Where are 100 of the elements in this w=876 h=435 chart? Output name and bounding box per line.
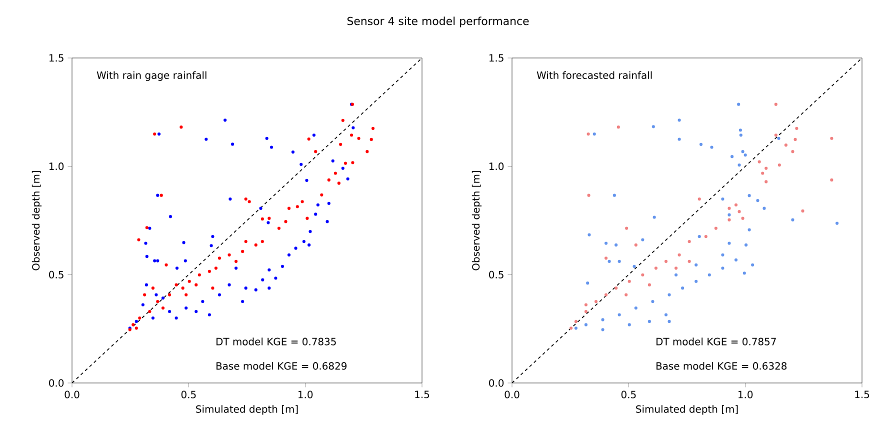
point xyxy=(314,150,318,154)
point xyxy=(138,316,142,320)
point xyxy=(614,286,618,290)
point xyxy=(160,194,163,197)
point xyxy=(791,218,794,222)
point xyxy=(164,263,168,266)
point xyxy=(668,293,671,296)
point xyxy=(584,303,588,306)
point xyxy=(835,222,839,225)
point xyxy=(143,293,146,296)
point xyxy=(357,136,360,140)
point xyxy=(708,273,711,276)
point xyxy=(260,217,264,221)
point xyxy=(741,216,744,220)
point xyxy=(604,256,608,260)
point xyxy=(584,323,588,326)
point xyxy=(228,253,231,256)
point xyxy=(574,326,578,330)
point xyxy=(211,286,214,290)
chart-title: Sensor 4 site model performance xyxy=(347,16,529,28)
point xyxy=(148,310,152,314)
point xyxy=(830,178,834,182)
point xyxy=(214,266,218,270)
point xyxy=(584,310,588,314)
x-tick-label: 1.0 xyxy=(738,390,753,398)
point xyxy=(830,136,834,140)
point xyxy=(218,256,222,260)
point xyxy=(366,150,369,154)
point xyxy=(801,209,804,212)
point xyxy=(624,293,628,296)
y-tick-label: 0.0 xyxy=(489,379,504,387)
point xyxy=(791,150,794,154)
y-tick-label: 0.5 xyxy=(49,270,64,278)
y-axis-title: Observed depth [m] xyxy=(32,170,42,270)
annotation: With forecasted rainfall xyxy=(536,71,652,79)
x-tick-label: 0.5 xyxy=(181,390,196,398)
point xyxy=(738,163,741,167)
point xyxy=(628,280,631,283)
y-tick-label: 1.0 xyxy=(489,162,504,170)
point xyxy=(134,326,138,330)
point xyxy=(694,280,698,283)
point xyxy=(688,240,691,244)
point xyxy=(674,266,678,270)
point xyxy=(728,242,731,245)
point xyxy=(634,243,638,247)
point xyxy=(244,197,248,201)
point xyxy=(742,272,746,275)
y-tick-label: 0.5 xyxy=(489,270,504,278)
point xyxy=(751,263,754,266)
point xyxy=(737,102,740,106)
point xyxy=(145,226,148,230)
point xyxy=(761,172,764,175)
point xyxy=(648,283,651,286)
x-tick-label: 0.5 xyxy=(621,390,636,398)
point xyxy=(234,260,238,263)
point xyxy=(587,194,590,197)
point xyxy=(744,243,748,247)
y-tick-label: 1.0 xyxy=(49,162,64,170)
point xyxy=(300,200,304,204)
point xyxy=(730,155,734,158)
point xyxy=(244,240,248,244)
x-tick-label: 1.0 xyxy=(298,390,313,398)
point xyxy=(654,266,658,270)
annotation: DT model KGE = 0.7835 xyxy=(216,338,336,346)
point xyxy=(184,293,188,296)
point xyxy=(168,293,172,296)
point xyxy=(161,306,165,310)
annotation: With rain gage rainfall xyxy=(96,71,206,81)
point xyxy=(337,182,340,185)
point xyxy=(339,142,342,146)
point xyxy=(601,328,604,332)
point xyxy=(351,161,354,164)
y-tick-label: 0.0 xyxy=(49,379,64,387)
point xyxy=(174,283,178,286)
point xyxy=(698,234,701,238)
point xyxy=(698,197,701,201)
point xyxy=(728,206,731,210)
annotation: Base model KGE = 0.6829 xyxy=(216,362,347,370)
point xyxy=(664,313,668,316)
point xyxy=(180,126,183,129)
point xyxy=(592,132,596,136)
point xyxy=(678,138,681,141)
point xyxy=(777,136,780,140)
point xyxy=(744,154,747,157)
point xyxy=(721,266,724,270)
y-axis-title: Observed depth [m] xyxy=(472,170,482,270)
point xyxy=(681,286,684,290)
point xyxy=(704,234,708,238)
point xyxy=(652,216,656,219)
point xyxy=(714,226,718,230)
point xyxy=(721,253,724,256)
point xyxy=(574,320,578,323)
point xyxy=(153,132,156,136)
point xyxy=(604,293,608,296)
point xyxy=(608,260,611,263)
point xyxy=(728,213,731,216)
point xyxy=(652,125,655,128)
x-tick-label: 0.0 xyxy=(504,390,520,398)
point xyxy=(774,134,778,137)
point xyxy=(296,205,299,208)
